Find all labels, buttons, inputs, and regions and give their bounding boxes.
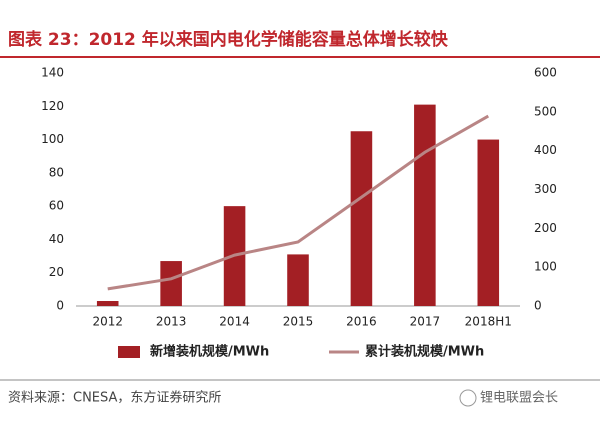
y2-tick-label: 400: [534, 143, 557, 157]
watermark-icon: [459, 389, 477, 407]
bar: [96, 301, 119, 306]
bar: [414, 104, 436, 306]
y2-tick-label: 500: [534, 104, 557, 118]
bar: [160, 261, 182, 306]
y2-tick-label: 100: [534, 260, 557, 274]
watermark: 锂电联盟会长: [480, 391, 558, 406]
y-tick-label: 0: [56, 299, 64, 313]
x-tick-label: 2018H1: [465, 315, 512, 329]
y-tick-label: 120: [41, 99, 64, 113]
bar: [350, 131, 373, 306]
bar: [477, 139, 500, 306]
y2-tick-label: 0: [534, 299, 542, 313]
legend-swatch: [118, 346, 140, 358]
source: 资料来源：CNESA，东方证券研究所: [8, 390, 221, 406]
y-tick-label: 80: [49, 165, 64, 179]
x-tick-label: 2012: [92, 315, 123, 329]
y-tick-label: 20: [49, 265, 64, 279]
y-tick-label: 140: [41, 66, 64, 80]
x-tick-label: 2017: [410, 315, 441, 329]
x-tick-label: 2016: [346, 315, 377, 329]
legend-label: 新增装机规模/MWh: [150, 344, 269, 360]
chart-title: 图表 23：2012 年以来国内电化学储能容量总体增长较快: [8, 29, 449, 50]
y-tick-label: 40: [49, 232, 64, 246]
x-tick-label: 2015: [283, 315, 314, 329]
y2-tick-label: 600: [534, 66, 557, 80]
y-tick-label: 60: [49, 199, 64, 213]
y2-tick-label: 300: [534, 182, 557, 196]
x-tick-label: 2013: [156, 315, 187, 329]
legend-label: 累计装机规模/MWh: [365, 344, 484, 360]
y2-tick-label: 200: [534, 221, 557, 235]
y-tick-label: 100: [41, 132, 64, 146]
line: [107, 114, 490, 291]
x-tick-label: 2014: [219, 315, 250, 329]
bar: [287, 254, 309, 306]
